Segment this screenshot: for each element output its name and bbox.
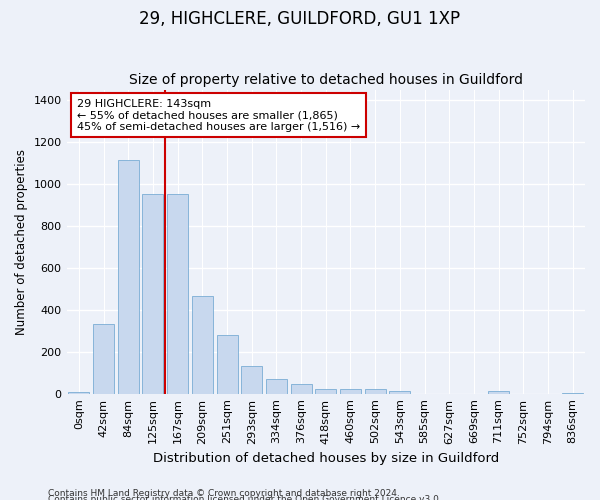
Text: 29, HIGHCLERE, GUILDFORD, GU1 1XP: 29, HIGHCLERE, GUILDFORD, GU1 1XP xyxy=(139,10,461,28)
Title: Size of property relative to detached houses in Guildford: Size of property relative to detached ho… xyxy=(129,73,523,87)
Bar xyxy=(266,379,287,394)
Bar xyxy=(315,390,336,394)
Bar xyxy=(340,390,361,394)
Bar xyxy=(192,296,213,394)
Bar xyxy=(241,366,262,394)
Bar xyxy=(167,194,188,394)
Bar xyxy=(217,335,238,394)
Bar xyxy=(93,324,114,394)
Y-axis label: Number of detached properties: Number of detached properties xyxy=(15,148,28,334)
Text: 29 HIGHCLERE: 143sqm
← 55% of detached houses are smaller (1,865)
45% of semi-de: 29 HIGHCLERE: 143sqm ← 55% of detached h… xyxy=(77,98,360,132)
Bar xyxy=(488,390,509,394)
Bar xyxy=(389,390,410,394)
Text: Contains HM Land Registry data © Crown copyright and database right 2024.: Contains HM Land Registry data © Crown c… xyxy=(48,488,400,498)
Bar xyxy=(562,392,583,394)
Bar xyxy=(365,390,386,394)
Bar xyxy=(142,194,163,394)
Bar xyxy=(118,160,139,394)
Text: Contains public sector information licensed under the Open Government Licence v3: Contains public sector information licen… xyxy=(48,495,442,500)
Bar xyxy=(68,392,89,394)
X-axis label: Distribution of detached houses by size in Guildford: Distribution of detached houses by size … xyxy=(152,452,499,465)
Bar xyxy=(290,384,311,394)
